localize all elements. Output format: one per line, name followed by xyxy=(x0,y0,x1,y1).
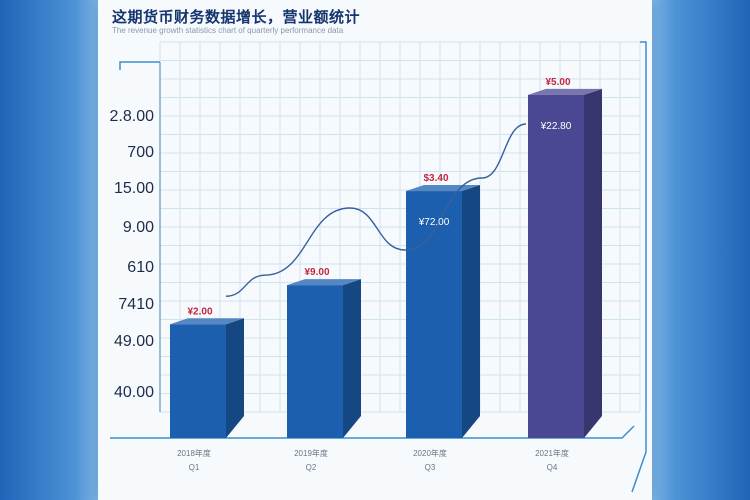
bar-inner-label: ¥72.00 xyxy=(418,217,450,228)
bar-side xyxy=(226,318,244,438)
x-tick-label: 2018年度 xyxy=(177,448,211,458)
bar-side xyxy=(584,88,602,438)
x-axis-ticks: 2018年度 Q1 2019年度 Q2 2020年度 Q3 2021年度 Q4 xyxy=(177,448,569,472)
y-tick-label: 700 xyxy=(127,144,154,161)
x-category-label: Q3 xyxy=(425,463,436,472)
bar-top xyxy=(287,279,361,286)
chart-title: 这期货币财务数据增长，营业额统计 xyxy=(112,9,361,26)
x-tick-label: 2021年度 xyxy=(535,448,569,458)
chart-floor-line xyxy=(110,425,635,439)
y-tick-label: 2.8.00 xyxy=(110,108,155,125)
frame-bracket-left xyxy=(119,61,160,70)
bar xyxy=(287,285,343,438)
x-category-label: Q4 xyxy=(547,463,558,472)
bar-top-label: ¥5.00 xyxy=(545,77,570,88)
x-tick-label: 2019年度 xyxy=(294,448,328,458)
bar-top xyxy=(528,88,602,95)
bar-top-label: ¥9.00 xyxy=(304,267,329,278)
bar-inner-label: ¥22.80 xyxy=(540,121,572,132)
bar-side xyxy=(462,185,480,438)
data-labels: ¥2.00 ¥9.00 $3.40 ¥5.00 ¥72.00 ¥22.80 xyxy=(187,77,571,317)
y-tick-label: 610 xyxy=(127,259,154,276)
trend-line-path xyxy=(225,123,527,297)
x-tick-label: 2020年度 xyxy=(413,448,447,458)
bar-top-label: $3.40 xyxy=(423,173,448,184)
y-tick-label: 7410 xyxy=(118,296,154,313)
y-tick-label: 15.00 xyxy=(114,180,154,197)
chart-frame xyxy=(110,41,647,493)
x-category-label: Q1 xyxy=(189,463,200,472)
bars xyxy=(170,88,602,438)
bar xyxy=(406,191,462,438)
y-axis-ticks: 40.00 49.00 7410 610 9.00 15.00 700 2.8.00 xyxy=(110,108,155,401)
frame-bracket-right xyxy=(631,41,647,493)
trend-line xyxy=(225,123,527,297)
bar-side xyxy=(343,279,361,438)
bar xyxy=(170,324,226,438)
bar-top-label: ¥2.00 xyxy=(187,306,212,317)
x-category-label: Q2 xyxy=(306,463,317,472)
y-tick-label: 9.00 xyxy=(123,219,154,236)
y-tick-label: 40.00 xyxy=(114,384,154,401)
bar xyxy=(528,94,584,438)
chart-subtitle: The revenue growth statistics chart of q… xyxy=(112,26,344,35)
bar-top xyxy=(170,318,244,325)
y-tick-label: 49.00 xyxy=(114,333,154,350)
